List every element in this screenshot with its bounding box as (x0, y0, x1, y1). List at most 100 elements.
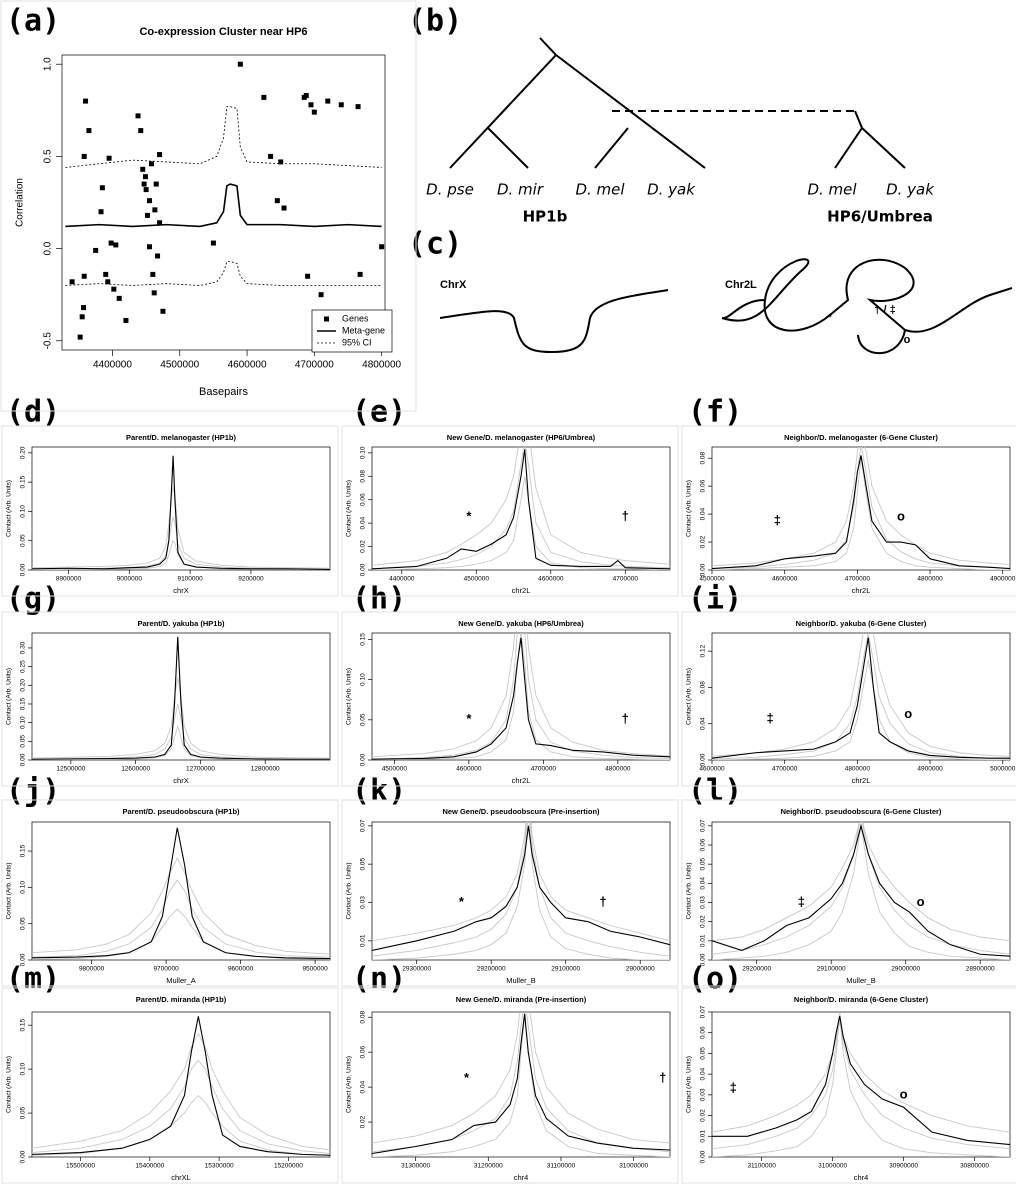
y-tick-label: 0.15 (20, 697, 27, 710)
panel-frame (681, 425, 1016, 597)
contact-line (372, 633, 670, 760)
contact-line (712, 825, 1010, 960)
species-label: D. mel (575, 181, 625, 199)
x-tick-label: 31100000 (547, 1163, 576, 1170)
panel-label: (c) (408, 227, 462, 262)
chart: Parent/D. melanogaster (HP1b) chrX Contact… (1, 425, 339, 597)
x-tick-label: 4700000 (613, 576, 639, 583)
contact-line (372, 1017, 670, 1157)
gene-point (81, 305, 87, 311)
panel-label: (i) (688, 582, 742, 617)
contact-line (712, 1016, 1010, 1146)
x-tick-label: 31100000 (747, 1163, 776, 1170)
plot-area (32, 636, 330, 760)
x-axis-label: chr2L (852, 586, 871, 595)
y-tick-label: 0.02 (700, 535, 707, 548)
contact-line (32, 1016, 330, 1156)
y-tick-label: 0.00 (360, 563, 367, 576)
annotation: * (466, 509, 472, 524)
x-tick-label: 31200000 (474, 1163, 503, 1170)
annotation: ‡ (798, 894, 805, 909)
contact-line (32, 539, 330, 570)
y-tick-label: 0.10 (20, 716, 27, 729)
x-tick-label: 4900000 (917, 766, 943, 773)
annotation: * (459, 894, 465, 909)
gene-point (274, 198, 280, 204)
x-tick-label: 31000000 (619, 1163, 648, 1170)
gene-point (111, 286, 117, 292)
panel-label: (g) (6, 582, 60, 617)
chart-title: Neighbor/D. pseudoobscura (6-Gene Cluste… (781, 807, 942, 816)
contact-line (372, 822, 670, 942)
gene-point (86, 128, 92, 134)
gene-point (303, 93, 309, 99)
panel-label: (n) (352, 962, 406, 997)
contact-line (712, 447, 1010, 567)
x-axis-label: chr2L (512, 776, 531, 785)
contact-line (712, 822, 1010, 955)
x-tick-label: 4700000 (845, 576, 871, 583)
contact-line (32, 908, 330, 960)
panel-label: (m) (6, 962, 60, 997)
y-axis-label: Contact (Arb. Units) (686, 1056, 693, 1113)
gene-point (103, 271, 109, 277)
annotation: o (904, 706, 912, 721)
chart: Neighbor/D. melanogaster (6-Gene Cluster… (681, 425, 1016, 597)
plot-box (711, 632, 1011, 761)
x-tick-label: 29000000 (891, 966, 920, 973)
annotation: ‡ (730, 1080, 737, 1095)
x-tick-label: 12600000 (121, 766, 150, 773)
x-tick-label: 29000000 (626, 966, 655, 973)
contact-line (32, 515, 330, 570)
y-tick-label: 0.07 (700, 819, 707, 832)
chart: New Gene/D. yakuba (HP6/Umbrea) chr2L Cont… (341, 611, 679, 787)
chart-title: Parent/D. pseudoobscura (HP1b) (122, 807, 240, 816)
x-tick-label: 9000000 (117, 576, 143, 583)
chart: Neighbor/D. miranda (6-Gene Cluster) chr4… (681, 987, 1016, 1184)
annotation: * (466, 711, 472, 726)
gene-point (93, 247, 99, 253)
panel-label: (k) (352, 774, 406, 809)
y-tick-label: 0.00 (360, 753, 367, 766)
x-tick-label: 4900000 (990, 576, 1016, 583)
tree-branches (449, 37, 706, 169)
y-tick-label: 0.05 (360, 713, 367, 726)
chart-title: Co-expression Cluster near HP6 (139, 26, 307, 38)
gene-point (116, 295, 122, 301)
gene-point (138, 128, 144, 134)
x-tick-label: 9800000 (79, 966, 105, 973)
y-tick-label: 0.03 (700, 1088, 707, 1101)
x-tick-label: 12800000 (251, 766, 280, 773)
y-axis-label: Contact (Arb. Units) (6, 862, 13, 919)
plot-box (31, 1011, 331, 1158)
panel-frame (681, 611, 1016, 787)
y-tick-label: 0.06 (700, 838, 707, 851)
panel-frame (1, 799, 339, 987)
y-axis-label: Contact (Arb. Units) (686, 862, 693, 919)
chart-title: Parent/D. melanogaster (HP1b) (126, 433, 237, 442)
contact-line (32, 455, 330, 570)
gene-point (305, 273, 311, 279)
y-tick-label: 0.10 (360, 673, 367, 686)
gene-point (153, 181, 159, 187)
y-axis-label: Contact (Arb. Units) (6, 480, 13, 537)
contact-line (32, 857, 330, 955)
contact-line (712, 458, 1010, 570)
chromosome-label: ChrX (440, 279, 467, 291)
chart: New Gene/D. pseudoobscura (Pre-insertion… (341, 799, 679, 987)
group-label: HP1b (523, 208, 568, 226)
chart: Neighbor/D. yakuba (6-Gene Cluster) chr2L… (681, 611, 1016, 787)
gene-point (81, 153, 87, 159)
y-tick-label: 0.06 (700, 1026, 707, 1039)
plot-area (712, 1012, 1010, 1157)
y-tick-label: 0.04 (700, 877, 707, 890)
y-tick-label: 0.00 (20, 953, 27, 966)
gene-point (105, 279, 111, 285)
x-tick-label: 9700000 (153, 966, 179, 973)
y-tick-label: 0.02 (360, 540, 367, 553)
y-tick-label: 0.08 (360, 1011, 367, 1024)
plot-box (371, 446, 671, 571)
x-tick-label: 9200000 (238, 576, 264, 583)
plot-area (32, 1016, 330, 1156)
contact-line (372, 447, 670, 570)
